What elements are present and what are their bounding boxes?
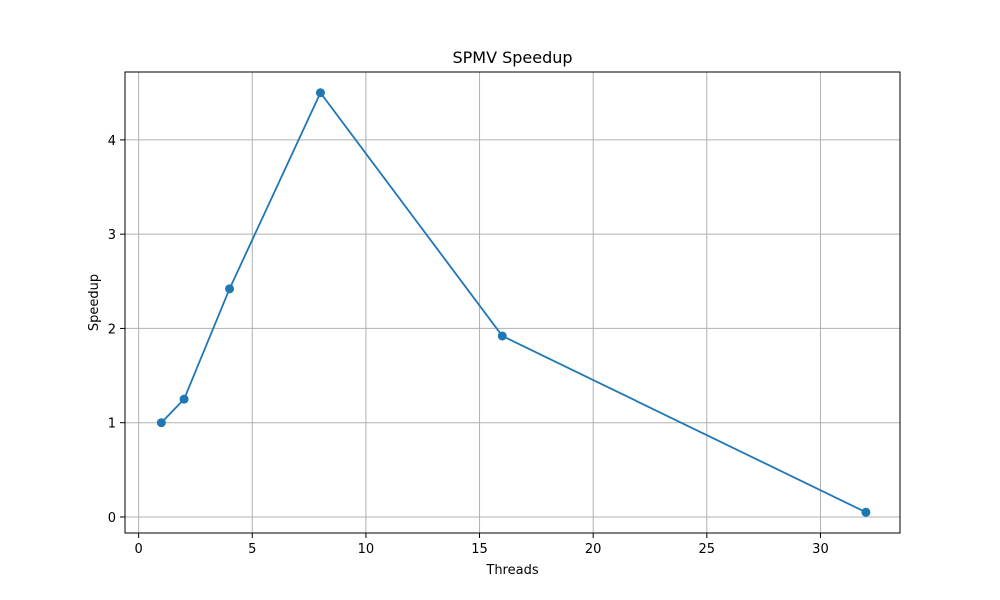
y-tick-label: 2: [108, 322, 116, 337]
series-layer: [156, 88, 871, 517]
data-point: [861, 507, 871, 517]
data-point: [225, 284, 235, 294]
y-tick-label: 1: [108, 417, 116, 432]
chart-title: SPMV Speedup: [452, 48, 572, 67]
y-axis-label: Speedup: [87, 274, 102, 331]
y-tick-label: 0: [108, 511, 116, 526]
x-axis-label: Threads: [485, 563, 538, 578]
data-point: [179, 394, 189, 404]
y-tick-label: 3: [108, 228, 116, 243]
x-tick-label: 15: [471, 542, 488, 557]
y-axis-ticks: 0 1 2 3 4: [108, 134, 125, 526]
x-tick-label: 5: [248, 542, 256, 557]
series-line: [160, 91, 867, 514]
x-tick-label: 0: [134, 542, 142, 557]
data-point: [497, 331, 507, 341]
x-tick-label: 25: [699, 542, 716, 557]
x-tick-label: 10: [358, 542, 375, 557]
plot-frame: [124, 71, 901, 534]
y-tick-label: 4: [108, 134, 116, 149]
x-tick-label: 30: [812, 542, 829, 557]
x-axis-ticks: 0 5 10 15 20 25 30: [134, 533, 829, 557]
data-point: [156, 418, 166, 428]
data-point: [315, 88, 325, 98]
x-tick-label: 20: [585, 542, 602, 557]
